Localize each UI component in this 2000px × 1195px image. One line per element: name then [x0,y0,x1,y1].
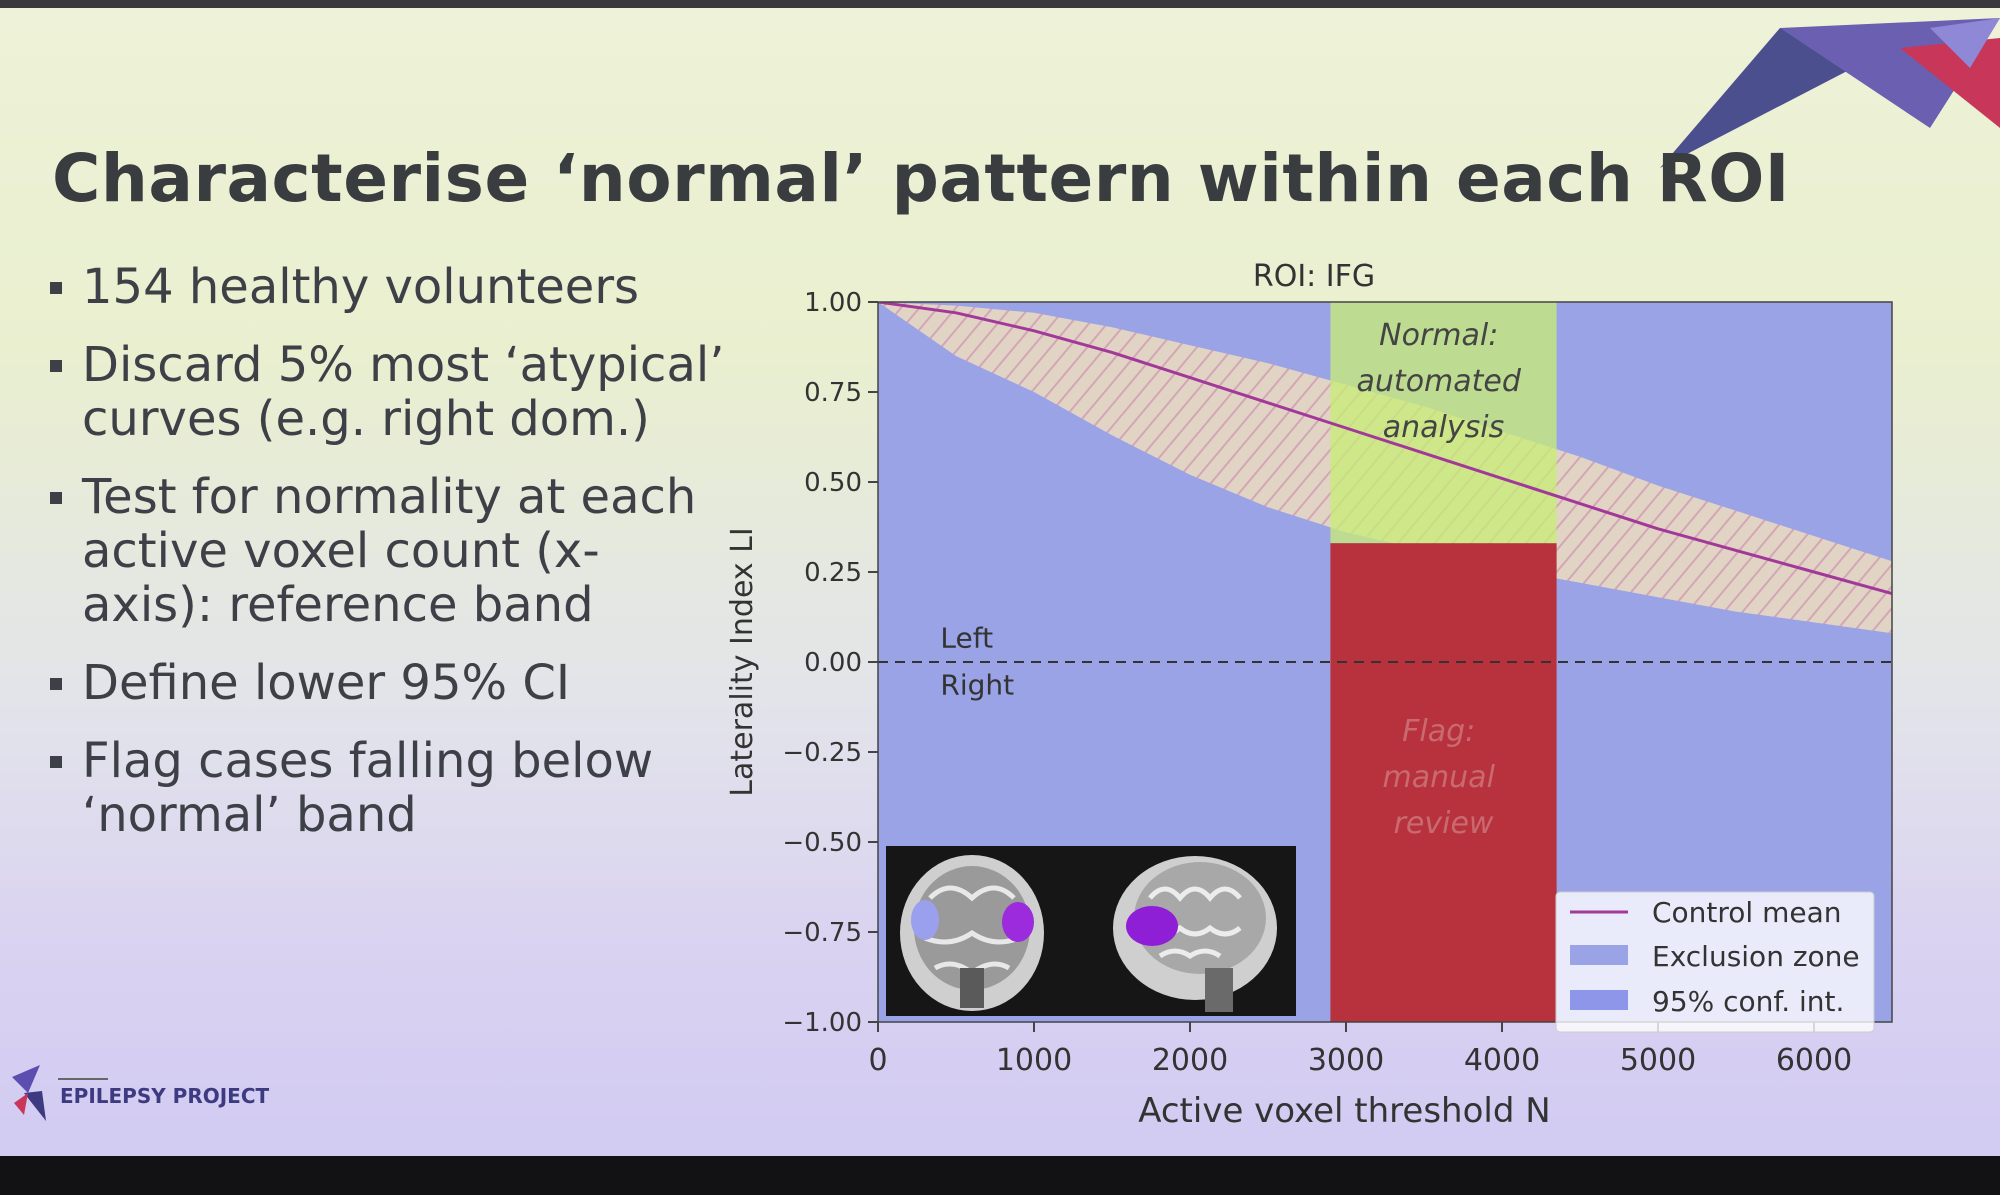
normal-zone-line-2: automated [1357,364,1522,399]
slide-title: Characterise ‘normal’ pattern within eac… [52,140,1790,217]
annotation-right: Right [940,668,1014,701]
y-tick-label: 0.50 [804,468,862,498]
bullet-item: Discard 5% most ‘atypical’ curves (e.g. … [40,338,730,446]
bullet-item: Flag cases falling below ‘normal’ band [40,734,730,842]
logo-text: EPILEPSY PROJECT [60,1084,270,1108]
x-tick-label: 2000 [1152,1043,1228,1078]
normal-zone-label: Normal: automated analysis [1357,318,1531,445]
annotation-left: Left [940,622,993,655]
y-tick-label: 0.00 [804,648,862,678]
y-tick-label: −0.50 [782,828,862,858]
x-tick-label: 1000 [996,1043,1072,1078]
bullet-item: Test for normality at each active voxel … [40,470,730,632]
legend-ci-swatch [1570,990,1628,1010]
top-edge [0,0,2000,8]
y-axis-ticks: −1.00 −0.75 −0.50 −0.25 0.00 0.25 0.50 0.75 1.00 [782,288,878,1038]
corner-decoration [1660,18,2000,168]
x-tick-label: 6000 [1776,1043,1852,1078]
legend-label: Control mean [1652,896,1842,929]
normal-zone-line-1: Normal: [1379,318,1498,353]
sagittal-brain-image [1113,856,1277,1012]
legend-label: Exclusion zone [1652,940,1860,973]
flag-zone-line-1: Flag: [1402,714,1475,749]
laterality-chart: ROI: IFG Active voxel threshold N Latera… [725,259,1893,1131]
y-tick-label: −1.00 [782,1008,862,1038]
x-tick-label: 4000 [1464,1043,1540,1078]
bullet-item: Define lower 95% CI [40,656,730,710]
chart-legend: Control mean Exclusion zone 95% conf. in… [1555,891,1875,1033]
control-mean-line [878,302,1892,596]
normal-zone-line-3: analysis [1383,410,1504,445]
x-tick-label: 0 [868,1043,887,1078]
brain-scan-inset [886,846,1296,1016]
normal-zone [1330,302,1557,544]
bullet-list: 154 healthy volunteers Discard 5% most ‘… [40,260,730,866]
flag-zone-label: Flag: manual review [1383,714,1505,841]
coronal-brain-image [900,855,1044,1011]
chart-title: ROI: IFG [1253,259,1375,294]
x-tick-label: 5000 [1620,1043,1696,1078]
flag-zone [1330,543,1557,1022]
x-tick-label: 3000 [1308,1043,1384,1078]
legend-label: 95% conf. int. [1652,985,1844,1018]
y-tick-label: 0.75 [804,378,862,408]
y-axis-label: Laterality Index LI [725,527,760,796]
y-tick-label: −0.75 [782,918,862,948]
x-axis-label: Active voxel threshold N [1138,1091,1550,1131]
flag-zone-line-2: manual [1383,760,1496,795]
y-tick-label: −0.25 [782,738,862,768]
x-axis-ticks: 0 1000 2000 3000 4000 5000 6000 [868,1022,1852,1078]
bottom-edge [0,1156,2000,1195]
presentation-slide: Characterise ‘normal’ pattern within eac… [0,8,2000,1156]
bullet-item: 154 healthy volunteers [40,260,730,314]
project-logo: EPILEPSY PROJECT [12,1065,270,1121]
flag-zone-line-3: review [1394,806,1494,841]
legend-exclusion-swatch [1570,945,1628,965]
y-tick-label: 0.25 [804,558,862,588]
y-tick-label: 1.00 [804,288,862,318]
